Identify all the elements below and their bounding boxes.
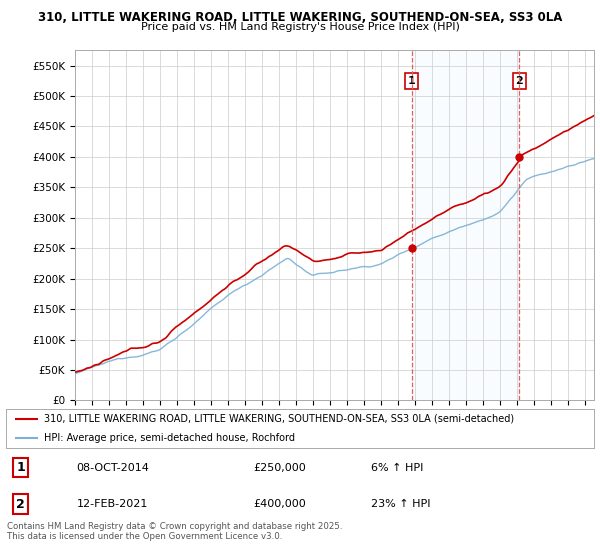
Text: 2: 2: [16, 497, 25, 511]
Text: Contains HM Land Registry data © Crown copyright and database right 2025.
This d: Contains HM Land Registry data © Crown c…: [7, 522, 343, 542]
Text: 2: 2: [515, 76, 523, 86]
Text: 6% ↑ HPI: 6% ↑ HPI: [371, 463, 423, 473]
Text: £250,000: £250,000: [253, 463, 306, 473]
Text: 1: 1: [16, 461, 25, 474]
Text: 23% ↑ HPI: 23% ↑ HPI: [371, 499, 430, 509]
Text: HPI: Average price, semi-detached house, Rochford: HPI: Average price, semi-detached house,…: [44, 433, 295, 443]
Text: Price paid vs. HM Land Registry's House Price Index (HPI): Price paid vs. HM Land Registry's House …: [140, 22, 460, 32]
Text: 08-OCT-2014: 08-OCT-2014: [77, 463, 149, 473]
Text: 12-FEB-2021: 12-FEB-2021: [77, 499, 148, 509]
Text: £400,000: £400,000: [253, 499, 306, 509]
Bar: [412, 50, 520, 400]
Text: 1: 1: [408, 76, 416, 86]
Text: 310, LITTLE WAKERING ROAD, LITTLE WAKERING, SOUTHEND-ON-SEA, SS3 0LA (semi-detac: 310, LITTLE WAKERING ROAD, LITTLE WAKERI…: [44, 414, 514, 424]
Text: 310, LITTLE WAKERING ROAD, LITTLE WAKERING, SOUTHEND-ON-SEA, SS3 0LA: 310, LITTLE WAKERING ROAD, LITTLE WAKERI…: [38, 11, 562, 24]
